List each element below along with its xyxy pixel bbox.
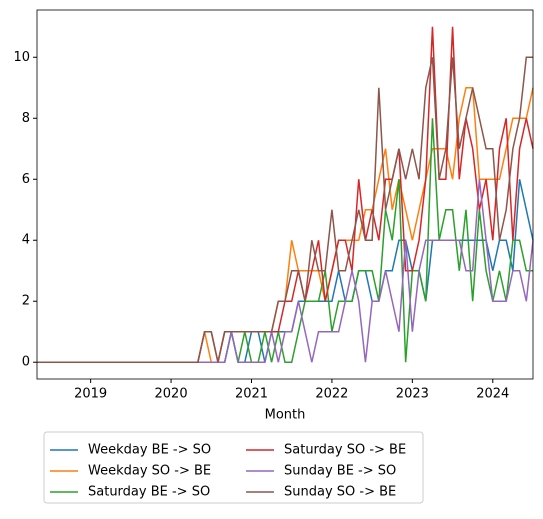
y-tick-label: 6 bbox=[22, 172, 30, 187]
legend-label: Sunday BE -> SO bbox=[284, 464, 396, 479]
x-tick-label: 2021 bbox=[235, 387, 268, 402]
y-tick-label: 8 bbox=[22, 111, 30, 126]
x-tick-label: 2020 bbox=[155, 387, 188, 402]
series-line bbox=[37, 87, 534, 363]
x-axis-label: Month bbox=[265, 408, 306, 423]
x-tick-label: 2022 bbox=[315, 387, 348, 402]
legend-box bbox=[43, 431, 424, 504]
y-tick-label: 4 bbox=[22, 233, 30, 248]
x-tick-label: 2023 bbox=[396, 387, 429, 402]
y-tick-label: 10 bbox=[13, 50, 30, 65]
legend-label: Saturday SO -> BE bbox=[284, 443, 406, 458]
x-tick-label: 2024 bbox=[476, 387, 509, 402]
legend-label: Sunday SO -> BE bbox=[284, 485, 396, 500]
legend-label: Saturday BE -> SO bbox=[88, 485, 210, 500]
y-tick-label: 0 bbox=[22, 355, 30, 370]
y-tick-label: 2 bbox=[22, 294, 30, 309]
legend-label: Weekday SO -> BE bbox=[88, 464, 211, 479]
series-line bbox=[37, 56, 533, 363]
x-tick-label: 2019 bbox=[74, 387, 107, 402]
plot-frame bbox=[36, 9, 534, 380]
series-line bbox=[37, 26, 534, 363]
legend-label: Weekday BE -> SO bbox=[88, 443, 211, 458]
